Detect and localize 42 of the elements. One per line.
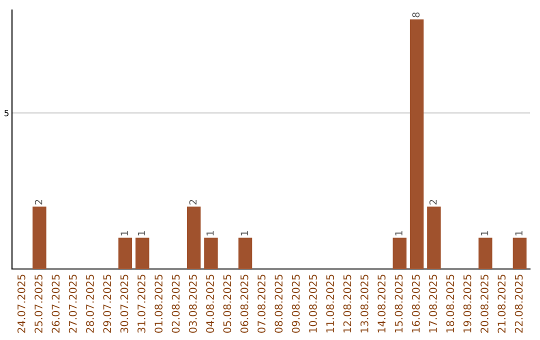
x-tick-label: 12.08.2025 bbox=[343, 274, 352, 332]
x-tick-label: 10.08.2025 bbox=[309, 274, 317, 332]
x-tick-label: 26.07.2025 bbox=[52, 274, 60, 333]
data-label: 2 bbox=[34, 200, 42, 204]
x-tick-label: 15.08.2025 bbox=[394, 274, 403, 332]
x-tick-label: 09.08.2025 bbox=[292, 274, 300, 333]
x-tick-label: 02.08.2025 bbox=[172, 274, 180, 333]
data-label: 1 bbox=[515, 231, 522, 236]
x-tick-label: 05.08.2025 bbox=[223, 274, 232, 333]
y-tick-label: 5 bbox=[4, 110, 8, 116]
x-tick-label: 17.08.2025 bbox=[429, 274, 437, 332]
x-tick-label: 19.08.2025 bbox=[463, 274, 472, 332]
x-tick-label: 27.07.2025 bbox=[68, 274, 77, 333]
x-tick-label: 06.08.2025 bbox=[240, 274, 248, 333]
x-tick-label: 14.08.2025 bbox=[378, 274, 386, 332]
data-label: 1 bbox=[206, 231, 214, 236]
x-tick-label: 31.07.2025 bbox=[138, 274, 146, 333]
data-label: 2 bbox=[189, 200, 196, 204]
data-label: 1 bbox=[138, 231, 146, 236]
data-label: 1 bbox=[395, 231, 402, 236]
x-tick-label: 03.08.2025 bbox=[188, 274, 197, 333]
data-label: 2 bbox=[429, 200, 437, 204]
x-tick-label: 21.08.2025 bbox=[498, 274, 506, 333]
x-tick-label: 20.08.2025 bbox=[480, 274, 488, 333]
x-tick-label: 22.08.2025 bbox=[514, 274, 523, 333]
x-tick-label: 28.07.2025 bbox=[86, 274, 94, 333]
x-tick-label: 16.08.2025 bbox=[412, 274, 420, 332]
data-label: 1 bbox=[481, 231, 488, 236]
x-tick-label: 07.08.2025 bbox=[258, 274, 266, 333]
x-tick-label: 30.07.2025 bbox=[120, 274, 128, 333]
x-tick-label: 01.08.2025 bbox=[154, 274, 163, 333]
data-label: 1 bbox=[120, 231, 128, 236]
x-tick-label: 04.08.2025 bbox=[206, 274, 214, 333]
x-tick-label: 11.08.2025 bbox=[326, 274, 334, 332]
x-tick-label: 24.07.2025 bbox=[17, 274, 26, 333]
x-tick-label: 29.07.2025 bbox=[103, 274, 112, 333]
data-label: 1 bbox=[240, 231, 248, 236]
x-tick-label: 08.08.2025 bbox=[274, 274, 283, 333]
data-label: 8 bbox=[412, 12, 420, 18]
x-tick-label: 13.08.2025 bbox=[360, 274, 368, 332]
x-tick-label: 25.07.2025 bbox=[34, 274, 42, 333]
x-tick-label: 18.08.2025 bbox=[446, 274, 454, 332]
